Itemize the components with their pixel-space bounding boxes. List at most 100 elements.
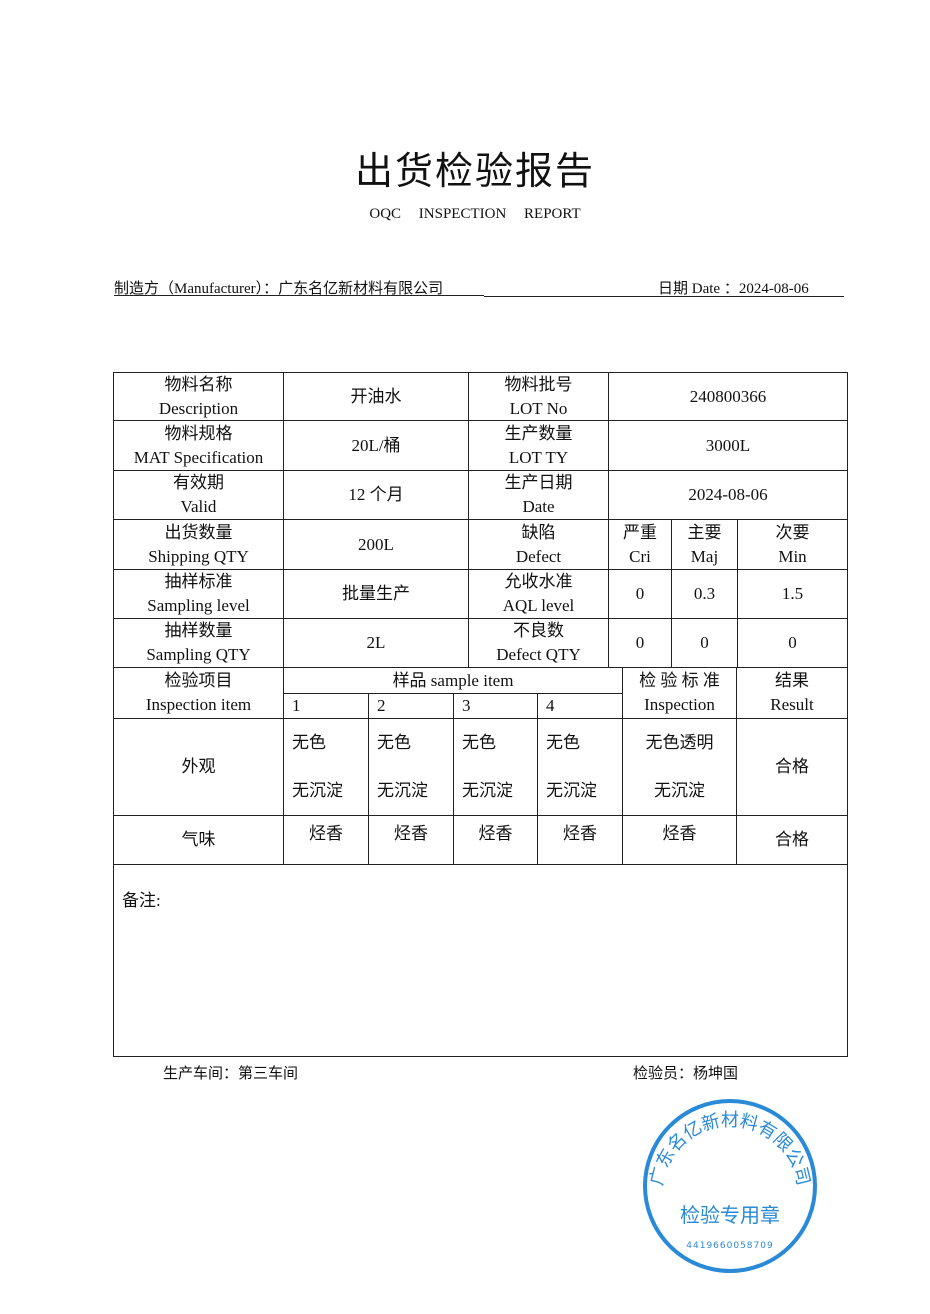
header-cell: 检验项目 Inspection item xyxy=(113,667,284,719)
cell-text: 0.3 xyxy=(693,584,716,603)
sample-value: 烃香 xyxy=(537,815,623,865)
cell-text: 批量生产 xyxy=(342,584,410,603)
cell-text: Min xyxy=(778,546,807,566)
cell-text: 外观 xyxy=(181,757,216,776)
page-title: 出货检验报告 xyxy=(354,151,595,193)
table-cell: 烃香 xyxy=(622,815,737,865)
cell-text: 烃香 xyxy=(309,824,343,843)
field-label: 抽样数量 Sampling QTY xyxy=(113,618,284,668)
sample-value: 烃香 xyxy=(368,815,454,865)
cell-text: 无沉淀 xyxy=(462,781,513,800)
cell-text: 检 验 标 准 xyxy=(639,671,720,690)
field-label: 缺陷 Defect xyxy=(468,519,609,570)
result-value: 合格 xyxy=(736,815,848,865)
cell-text: 开油水 xyxy=(350,386,402,406)
sample-number: 3 xyxy=(453,693,538,719)
cell-text: 4 xyxy=(546,696,555,715)
field-value: 开油水 xyxy=(283,372,469,421)
cell-text: 2024-08-06 xyxy=(688,485,768,504)
field-value: 200L xyxy=(283,519,469,570)
cell-text: MAT Specification xyxy=(133,447,264,467)
cell-text: 物料规格 xyxy=(164,423,233,443)
cell-text: 无色透明 xyxy=(645,733,714,752)
field-label: 生产数量 LOT TY xyxy=(468,420,609,471)
manufacturer-underline xyxy=(114,295,484,296)
table-cell: 1.5 xyxy=(737,569,848,619)
cell-text: 1.5 xyxy=(781,584,804,603)
manufacturer: 制造方（Manufacturer）：广东名亿新材料有限公司 xyxy=(114,281,444,297)
table-cell: 0 xyxy=(737,618,848,668)
cell-text: 烃香 xyxy=(478,824,513,843)
cell-text: 无沉淀 xyxy=(377,781,428,800)
cell-text: 抽样数量 xyxy=(164,621,233,640)
cell-text: 合格 xyxy=(775,757,809,776)
cell-text: Defect xyxy=(515,546,562,566)
cell-text: 0 xyxy=(635,633,645,652)
table-cell: 0.3 xyxy=(671,569,738,619)
cell-text: 有效期 xyxy=(173,473,224,492)
sample-number: 1 xyxy=(283,693,369,719)
field-label: 允收水准 AQL level xyxy=(468,569,609,619)
report-date: 日期 Date ：2024-08-06 xyxy=(658,281,809,297)
cell-text: 0 xyxy=(635,584,645,603)
workshop: 生产车间：第三车间 xyxy=(163,1066,299,1082)
field-label: 物料名称 Description xyxy=(113,372,284,421)
cell-text: 无沉淀 xyxy=(292,781,343,800)
seal-ring xyxy=(643,1099,817,1273)
table-cell: 无色透明 无沉淀 xyxy=(622,718,737,816)
cell-text: 物料批号 xyxy=(504,374,573,394)
cell-text: Inspection item xyxy=(145,695,252,714)
field-label: 抽样标准 Sampling level xyxy=(113,569,284,619)
item-name: 外观 xyxy=(113,718,284,816)
cell-text: 备注: xyxy=(122,891,161,910)
cell-text: 生产数量 xyxy=(504,423,573,443)
header-cell: 样品 sample item xyxy=(283,667,623,694)
table-cell: 主要 Maj xyxy=(671,519,738,570)
cell-text: Shipping QTY xyxy=(148,546,249,566)
cell-text: 240800366 xyxy=(689,386,767,406)
seal-company: 广东名亿新材料有限公司 xyxy=(646,1110,813,1188)
cell-text: Cri xyxy=(629,546,651,566)
field-value: 2L xyxy=(283,618,469,668)
cell-text: 出货数量 xyxy=(164,522,233,542)
cell-text: Maj xyxy=(690,546,719,566)
cell-text: 12 个月 xyxy=(348,485,404,504)
cell-text: 1 xyxy=(292,696,301,715)
inspector: 检验员：杨坤国 xyxy=(633,1066,739,1082)
table-cell: 严重 Cri xyxy=(608,519,672,570)
cell-text: 3 xyxy=(462,696,471,715)
cell-text: LOT No xyxy=(509,398,568,418)
field-value: 2024-08-06 xyxy=(608,470,848,520)
field-label: 出货数量 Shipping QTY xyxy=(113,519,284,570)
remarks-box: 备注: xyxy=(113,864,848,1057)
cell-text: 缺陷 xyxy=(521,522,556,542)
field-label: 物料批号 LOT No xyxy=(468,372,609,421)
sample-value: 无色 无沉淀 xyxy=(537,718,623,816)
cell-text: 允收水准 xyxy=(504,572,573,591)
sample-value: 无色 无沉淀 xyxy=(453,718,538,816)
field-value: 12 个月 xyxy=(283,470,469,520)
seal-purpose: 检验专用章 xyxy=(680,1203,780,1227)
cell-text: 2L xyxy=(366,633,386,652)
field-label: 物料规格 MAT Specification xyxy=(113,420,284,471)
cell-text: Defect QTY xyxy=(496,645,581,664)
cell-text: Result xyxy=(770,695,814,714)
sample-value: 烃香 xyxy=(283,815,369,865)
cell-text: 主要 xyxy=(687,522,722,542)
field-value: 240800366 xyxy=(608,372,848,421)
cell-text: 无色 xyxy=(377,733,411,752)
cell-text: Date xyxy=(522,497,555,516)
cell-text: Description xyxy=(158,398,239,418)
field-label: 有效期 Valid xyxy=(113,470,284,520)
cell-text: 200L xyxy=(358,534,394,554)
cell-text: 物料名称 xyxy=(164,374,233,394)
date-underline xyxy=(484,296,844,297)
table-cell: 0 xyxy=(608,618,672,668)
cell-text: Valid xyxy=(180,497,217,516)
cell-text: 样品 sample item xyxy=(392,670,514,690)
cell-text: 无色 xyxy=(462,733,496,752)
cell-text: 无色 xyxy=(292,733,326,752)
sample-number: 4 xyxy=(537,693,623,719)
result-value: 合格 xyxy=(736,718,848,816)
